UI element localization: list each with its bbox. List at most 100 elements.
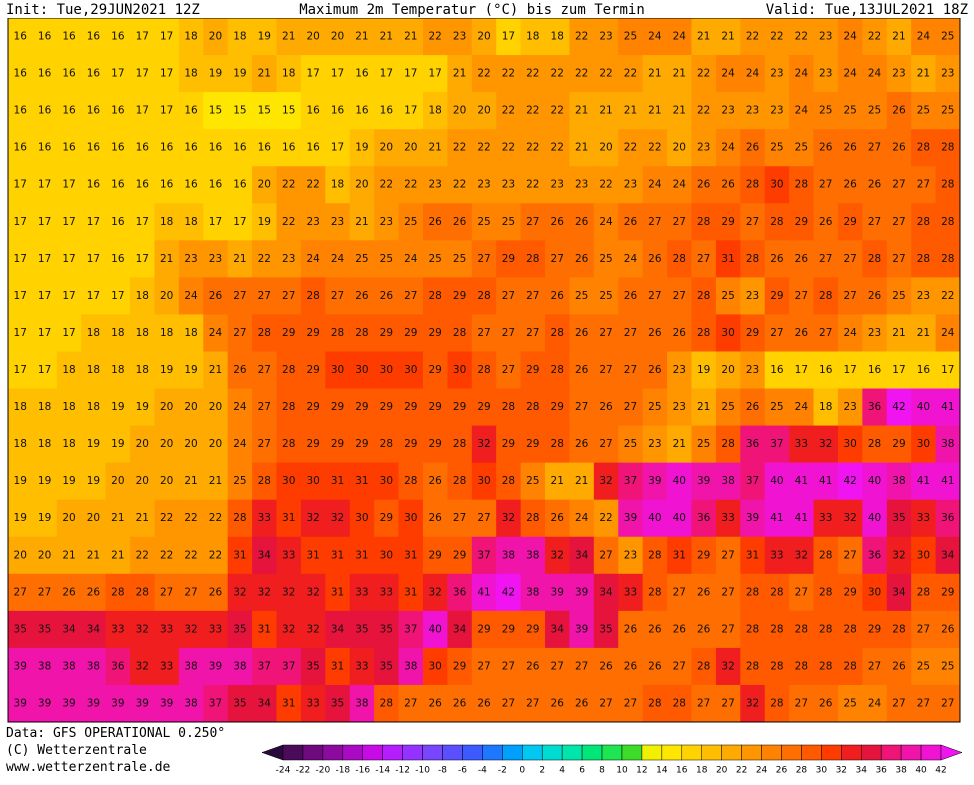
temperature-value: 39 — [62, 697, 75, 709]
temperature-value: 26 — [941, 623, 955, 635]
temperature-value: 22 — [868, 31, 881, 43]
temperature-value: 39 — [38, 697, 51, 709]
temperature-value: 23 — [282, 253, 295, 265]
temperature-value: 27 — [453, 512, 466, 524]
temperature-value: 27 — [819, 327, 832, 339]
temperature-cell — [837, 203, 863, 241]
temperature-cell — [691, 536, 717, 575]
temperature-cell — [496, 499, 522, 538]
temperature-cell — [837, 314, 863, 352]
temperature-value: 29 — [868, 623, 881, 635]
temperature-value: 28 — [673, 697, 686, 709]
temperature-value: 30 — [380, 475, 393, 487]
temperature-cell — [520, 240, 546, 278]
temperature-cell — [667, 388, 692, 427]
temperature-value: 26 — [648, 327, 662, 339]
temperature-value: 16 — [258, 142, 272, 154]
temperature-value: 25 — [819, 105, 832, 117]
temperature-value: 33 — [917, 512, 930, 524]
temperature-cell — [422, 351, 448, 390]
temperature-value: 26 — [892, 105, 906, 117]
temperature-value: 27 — [892, 179, 905, 191]
temperature-value: 29 — [306, 401, 319, 413]
temperature-cell — [691, 351, 717, 390]
temperature-cell — [813, 462, 839, 501]
temperature-cell — [667, 499, 692, 538]
temperature-cell — [911, 388, 937, 427]
temperature-value: 30 — [428, 660, 441, 672]
temperature-value: 33 — [819, 512, 832, 524]
temperature-value: 16 — [38, 31, 52, 43]
temperature-cell — [862, 684, 888, 723]
temperature-cell — [398, 425, 424, 464]
colorbar-box — [801, 744, 822, 761]
temperature-value: 23 — [917, 290, 930, 302]
temperature-cell — [569, 536, 595, 575]
temperature-cell — [837, 240, 863, 278]
temperature-cell — [862, 129, 888, 167]
temperature-cell — [81, 92, 107, 130]
temperature-cell — [789, 536, 815, 575]
colorbar-label: 10 — [616, 766, 628, 776]
temperature-cell — [764, 18, 790, 56]
temperature-cell — [105, 18, 131, 56]
temperature-cell — [32, 499, 58, 538]
temperature-cell — [203, 203, 229, 241]
temperature-value: 28 — [355, 327, 368, 339]
temperature-cell — [203, 166, 229, 204]
temperature-value: 39 — [160, 697, 173, 709]
temperature-cell — [349, 166, 375, 204]
temperature-cell — [154, 92, 180, 130]
temperature-cell — [81, 388, 107, 427]
temperature-value: 16 — [282, 142, 296, 154]
temperature-value: 16 — [111, 179, 125, 191]
temperature-value: 24 — [233, 401, 247, 413]
temperature-value: 32 — [306, 623, 319, 635]
temperature-cell — [398, 684, 424, 723]
temperature-value: 17 — [160, 68, 173, 80]
temperature-cell — [130, 499, 155, 538]
temperature-value: 16 — [14, 68, 28, 80]
temperature-value: 40 — [770, 475, 783, 487]
temperature-cell — [471, 166, 497, 204]
temperature-cell — [545, 462, 570, 501]
colorbar-label: -16 — [355, 766, 370, 776]
temperature-value: 26 — [575, 216, 589, 228]
temperature-value: 18 — [38, 401, 51, 413]
temperature-value: 19 — [184, 364, 197, 376]
temperature-cell — [496, 277, 522, 315]
temperature-cell — [300, 684, 326, 723]
colorbar-label: -22 — [296, 766, 311, 776]
temperature-value: 26 — [697, 586, 711, 598]
temperature-cell — [715, 240, 741, 278]
temperature-cell — [471, 351, 497, 390]
temperature-cell — [520, 462, 546, 501]
temperature-value: 27 — [917, 623, 930, 635]
colorbar-box — [641, 744, 663, 761]
colorbar-label: -10 — [415, 766, 430, 776]
temperature-cell — [56, 684, 82, 723]
temperature-value: 17 — [404, 68, 417, 80]
colorbar-label: 4 — [559, 766, 565, 776]
temperature-value: 22 — [599, 179, 612, 191]
temperature-cell — [300, 203, 326, 241]
temperature-value: 18 — [136, 364, 149, 376]
temperature-value: 39 — [575, 623, 588, 635]
temperature-value: 22 — [477, 68, 490, 80]
temperature-value: 22 — [697, 105, 710, 117]
temperature-value: 16 — [233, 179, 247, 191]
temperature-value: 24 — [843, 31, 857, 43]
temperature-cell — [813, 92, 839, 130]
temperature-value: 16 — [87, 142, 101, 154]
temperature-value: 31 — [258, 623, 271, 635]
temperature-cell — [715, 203, 741, 241]
temperature-cell — [935, 351, 961, 390]
colorbar-label: 14 — [656, 766, 668, 776]
temperature-value: 29 — [721, 216, 734, 228]
temperature-value: 23 — [843, 401, 856, 413]
temperature-cell — [911, 166, 937, 204]
temperature-value: 23 — [648, 438, 661, 450]
temperature-value: 34 — [62, 623, 76, 635]
temperature-cell — [471, 610, 497, 649]
temperature-cell — [8, 647, 33, 686]
